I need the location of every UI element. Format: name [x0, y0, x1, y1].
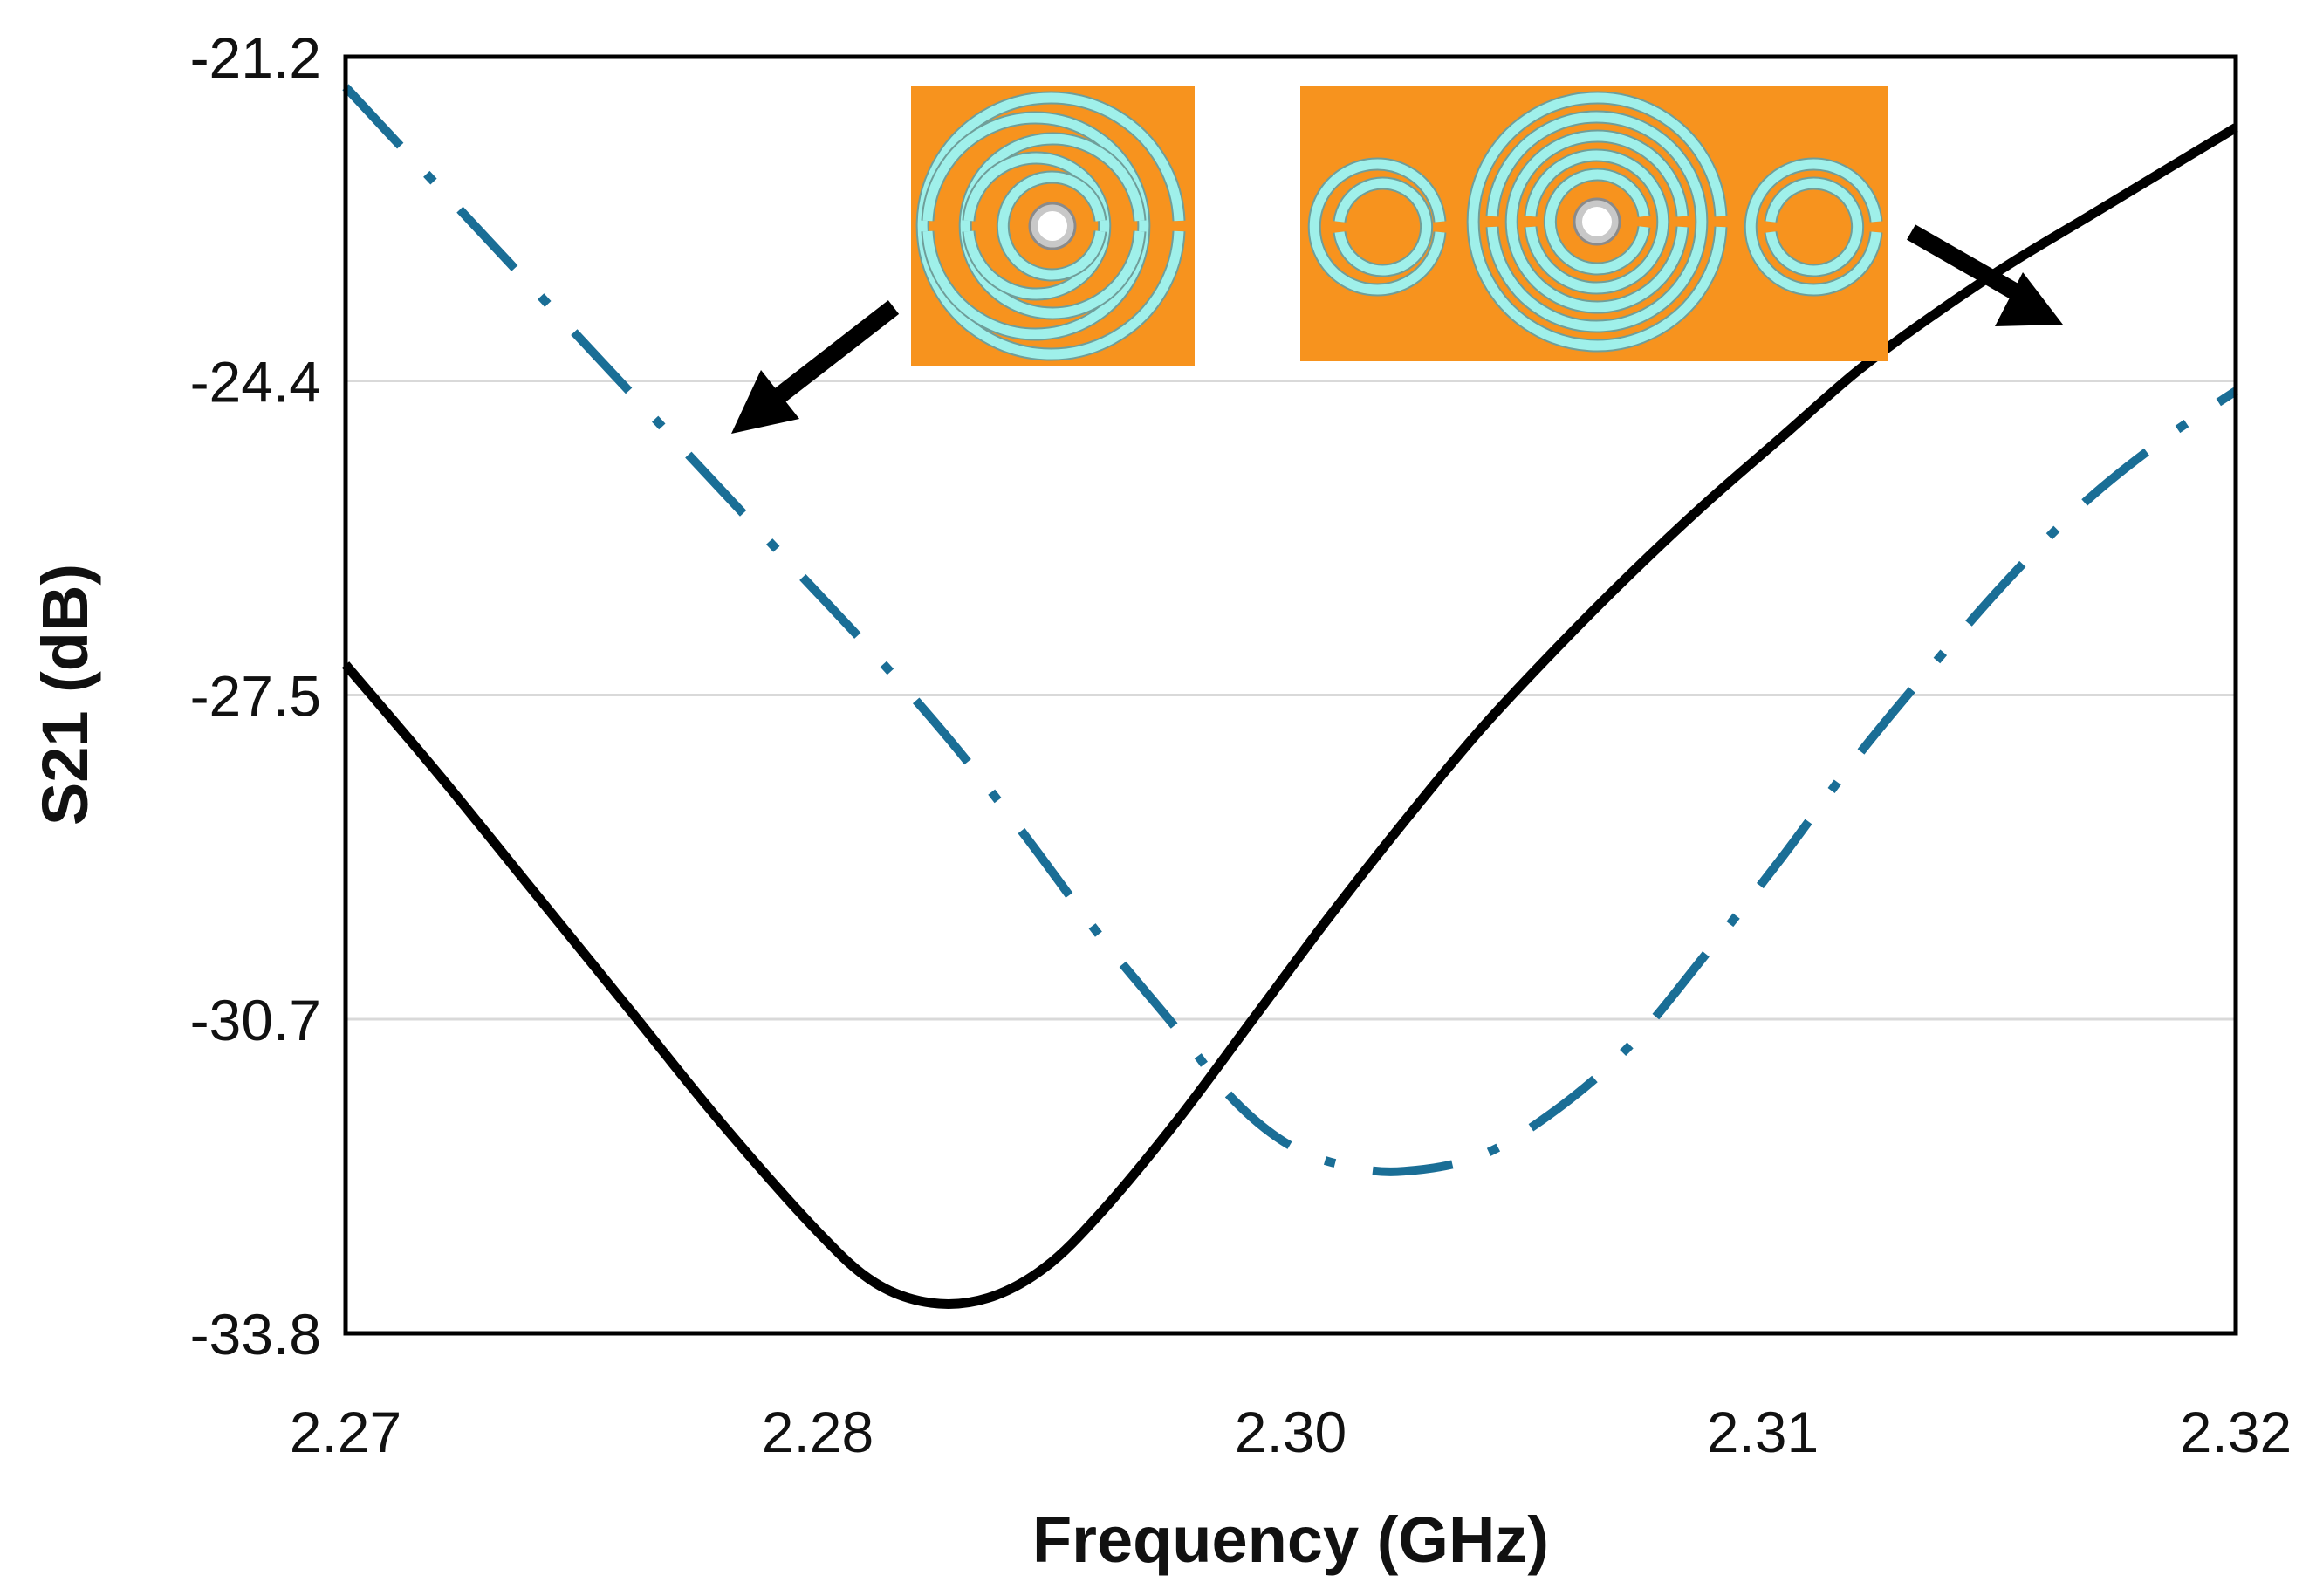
series-lines — [341, 84, 2238, 1309]
gridlines — [346, 380, 2236, 1021]
arrow-to-blue-curve — [731, 300, 900, 434]
y-axis-ticks: -21.2 -24.4 -27.5 -30.7 -33.8 — [190, 25, 321, 1367]
x-tick-label-2: 2.30 — [1235, 1400, 1347, 1464]
x-axis-ticks: 2.27 2.28 2.30 2.31 2.32 — [290, 1400, 2292, 1464]
series-line-1 — [341, 123, 2238, 1309]
y-tick-label-1: -24.4 — [190, 350, 321, 414]
y-tick-label-4: -33.8 — [190, 1302, 321, 1367]
single-ring-inset — [911, 86, 1195, 366]
plot-frame — [343, 54, 2238, 1336]
triple-ring-inset — [1300, 86, 1888, 361]
x-tick-label-3: 2.31 — [1707, 1400, 1819, 1464]
x-tick-label-0: 2.27 — [290, 1400, 401, 1464]
y-axis-title: S21 (dB) — [29, 564, 101, 825]
x-tick-label-4: 2.32 — [2180, 1400, 2292, 1464]
y-tick-label-3: -30.7 — [190, 988, 321, 1052]
arrow-to-black-curve — [1907, 224, 2063, 326]
series-line-0 — [342, 84, 2238, 1176]
x-tick-label-1: 2.28 — [762, 1400, 874, 1464]
y-tick-label-0: -21.2 — [190, 25, 321, 90]
x-axis-title: Frequency (GHz) — [1032, 1504, 1549, 1576]
y-tick-label-2: -27.5 — [190, 664, 321, 729]
